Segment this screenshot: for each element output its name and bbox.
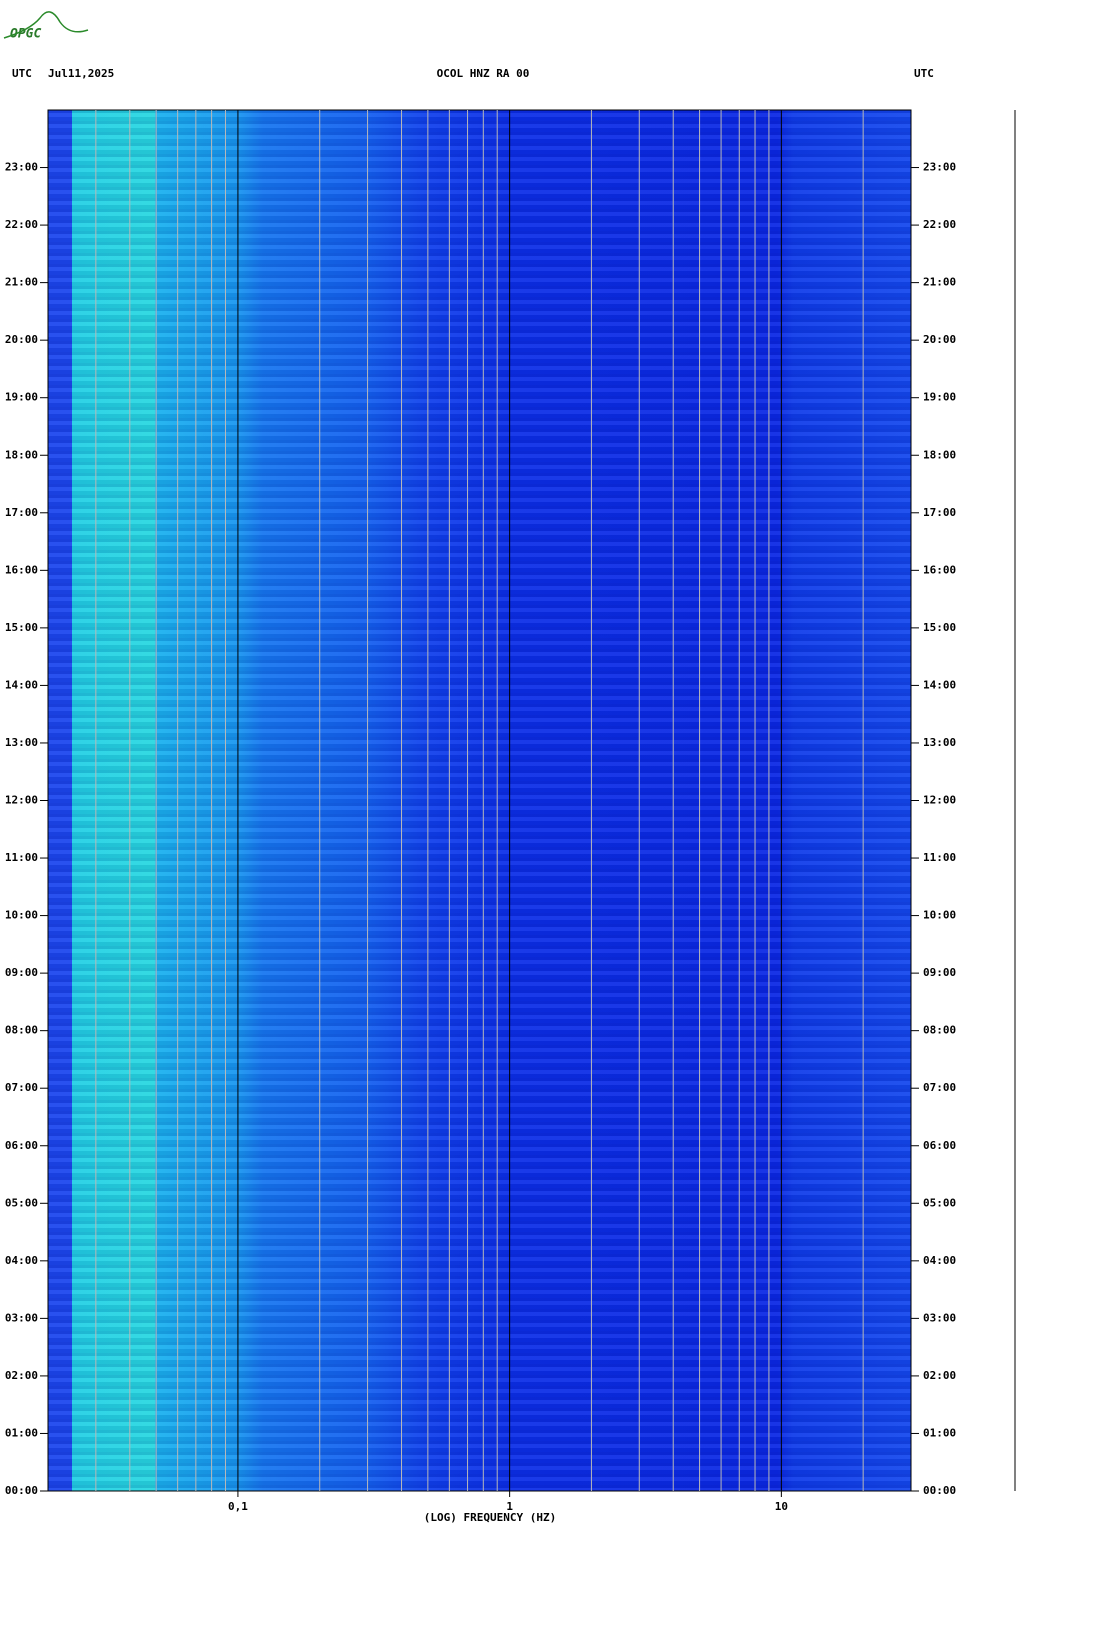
y-tick-label-left: 14:00 (5, 678, 38, 691)
y-tick-label-left: 00:00 (5, 1484, 38, 1497)
y-tick-label-left: 19:00 (5, 391, 38, 404)
y-tick-label-right: 08:00 (923, 1024, 956, 1037)
y-tick-label-right: 18:00 (923, 448, 956, 461)
y-tick-label-left: 09:00 (5, 966, 38, 979)
y-tick-label-left: 16:00 (5, 563, 38, 576)
y-tick-label-right: 02:00 (923, 1369, 956, 1382)
y-tick-label-right: 09:00 (923, 966, 956, 979)
y-tick-label-left: 06:00 (5, 1139, 38, 1152)
y-tick-label-right: 00:00 (923, 1484, 956, 1497)
date: Jul11,2025 (48, 67, 114, 80)
y-tick-label-left: 20:00 (5, 333, 38, 346)
x-axis-label: (LOG) FREQUENCY (HZ) (424, 1511, 556, 1524)
y-tick-label-left: 10:00 (5, 909, 38, 922)
y-tick-label-left: 07:00 (5, 1081, 38, 1094)
logo: OPGC (10, 27, 41, 42)
y-tick-label-right: 14:00 (923, 678, 956, 691)
y-tick-label-left: 05:00 (5, 1196, 38, 1209)
y-tick-label-right: 10:00 (923, 909, 956, 922)
logo-swoosh (3, 11, 89, 39)
y-tick-label-right: 21:00 (923, 276, 956, 289)
y-tick-label-left: 15:00 (5, 621, 38, 634)
y-tick-label-left: 03:00 (5, 1311, 38, 1324)
y-tick-label-right: 04:00 (923, 1254, 956, 1267)
y-tick-label-left: 23:00 (5, 161, 38, 174)
y-tick-label-left: 17:00 (5, 506, 38, 519)
y-tick-label-right: 12:00 (923, 794, 956, 807)
y-tick-label-left: 12:00 (5, 794, 38, 807)
x-tick-label: 1 (506, 1500, 513, 1513)
y-tick-label-right: 23:00 (923, 161, 956, 174)
time-zone-right: UTC (914, 67, 934, 80)
spectrogram-image (48, 110, 911, 1491)
y-tick-label-right: 13:00 (923, 736, 956, 749)
y-tick-label-left: 18:00 (5, 448, 38, 461)
y-tick-label-left: 13:00 (5, 736, 38, 749)
y-tick-label-left: 02:00 (5, 1369, 38, 1382)
y-tick-label-right: 03:00 (923, 1311, 956, 1324)
y-tick-label-right: 06:00 (923, 1139, 956, 1152)
y-tick-label-left: 04:00 (5, 1254, 38, 1267)
y-tick-label-right: 19:00 (923, 391, 956, 404)
y-tick-label-left: 11:00 (5, 851, 38, 864)
y-tick-label-right: 17:00 (923, 506, 956, 519)
time-zone-left: UTC (12, 67, 32, 80)
y-tick-label-left: 01:00 (5, 1426, 38, 1439)
y-tick-label-right: 20:00 (923, 333, 956, 346)
x-tick-label: 10 (775, 1500, 788, 1513)
y-tick-label-right: 01:00 (923, 1426, 956, 1439)
y-tick-label-left: 08:00 (5, 1024, 38, 1037)
y-tick-label-right: 11:00 (923, 851, 956, 864)
x-tick-label: 0,1 (228, 1500, 248, 1513)
y-tick-label-left: 21:00 (5, 276, 38, 289)
y-tick-label-right: 15:00 (923, 621, 956, 634)
y-tick-label-right: 05:00 (923, 1196, 956, 1209)
chart-title: OCOL HNZ RA 00 (437, 67, 530, 80)
y-tick-label-right: 16:00 (923, 563, 956, 576)
y-tick-label-left: 22:00 (5, 218, 38, 231)
y-tick-label-right: 07:00 (923, 1081, 956, 1094)
y-tick-label-right: 22:00 (923, 218, 956, 231)
